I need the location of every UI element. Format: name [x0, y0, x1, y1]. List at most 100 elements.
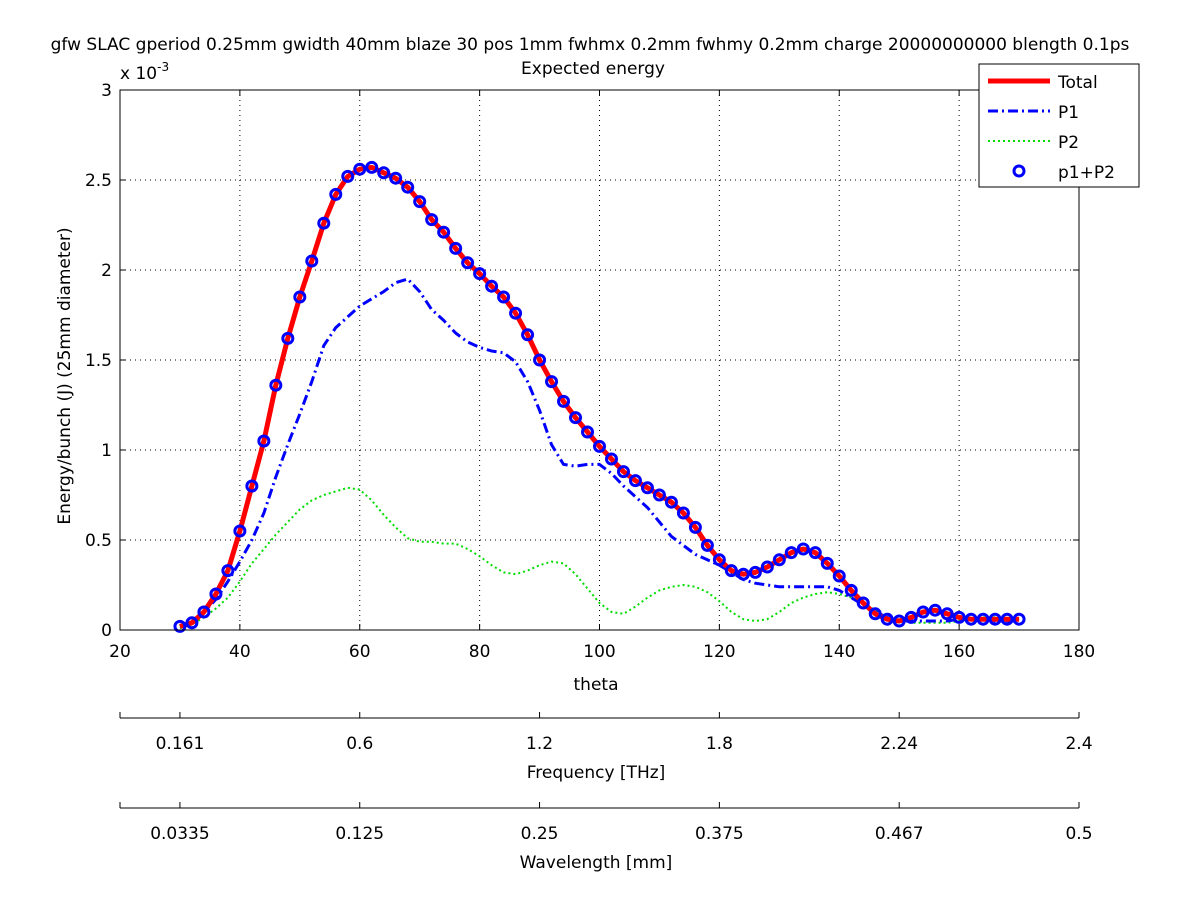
series-layer [173, 160, 1026, 633]
secondary-tick-label: 1.2 [526, 734, 553, 754]
legend-box [978, 63, 1140, 188]
secondary-tick-label: 0.375 [695, 824, 744, 844]
marker-p1-p2 [796, 542, 810, 556]
marker-p1-p2 [329, 187, 343, 201]
secondary-tick-label: 0.0335 [150, 824, 209, 844]
marker-p1-p2 [317, 216, 331, 230]
marker-p1-p2 [1000, 612, 1014, 626]
marker-p1-p2 [868, 607, 882, 621]
marker-p1-p2 [1012, 612, 1026, 626]
marker-p1-p2 [916, 605, 930, 619]
marker-p1-p2 [640, 481, 654, 495]
axes: 20 40 60 80 100 120 140 160 180 0 0.5 1 1.5 2 2.5 3 [85, 81, 1095, 662]
x-tick-label: 60 [349, 642, 371, 662]
legend-label-total: Total [1057, 73, 1098, 93]
marker-p1-p2 [257, 434, 271, 448]
marker-p1-p2 [928, 603, 942, 617]
marker-p1-p2 [197, 605, 211, 619]
marker-p1-p2 [221, 564, 235, 578]
marker-p1-p2 [305, 254, 319, 268]
legend-label-p1p2: p1+P2 [1058, 163, 1115, 183]
x-tick-label: 180 [1063, 642, 1095, 662]
secondary-tick-label: 0.467 [875, 824, 924, 844]
marker-p1-p2 [904, 610, 918, 624]
marker-p1-p2 [952, 610, 966, 624]
marker-p1-p2 [413, 195, 427, 209]
marker-p1-p2 [748, 565, 762, 579]
marker-p1-p2 [688, 520, 702, 534]
y-multiplier-base: x 10 [120, 64, 157, 84]
marker-p1-p2 [664, 495, 678, 509]
y-tick-label: 2.5 [85, 171, 112, 191]
marker-p1-p2 [760, 560, 774, 574]
marker-p1-p2 [964, 612, 978, 626]
marker-p1-p2 [185, 616, 199, 630]
marker-p1-p2 [449, 241, 463, 255]
secondary-tick-label: 0.161 [156, 734, 205, 754]
series-line-p2 [179, 486, 1020, 630]
marker-p1-p2 [389, 171, 403, 185]
secondary-tick-label: 1.8 [706, 734, 733, 754]
marker-p1-p2 [209, 587, 223, 601]
series-line-p1 [179, 277, 1020, 628]
secondary-tick-label: 2.4 [1065, 734, 1092, 754]
marker-p1-p2 [593, 439, 606, 453]
marker-p1-p2 [437, 225, 451, 239]
x-tick-label: 100 [583, 642, 615, 662]
marker-p1-p2 [940, 607, 954, 621]
marker-p1-p2 [293, 290, 307, 304]
marker-p1-p2 [712, 553, 726, 567]
x-tick-label: 120 [703, 642, 735, 662]
y-tick-label: 1.5 [85, 351, 112, 371]
marker-p1-p2 [365, 160, 379, 174]
marker-p1-p2 [569, 411, 583, 425]
marker-p1-p2 [233, 524, 247, 538]
marker-p1-p2 [856, 596, 870, 610]
marker-p1-p2 [616, 465, 630, 479]
marker-p1-p2 [784, 546, 798, 560]
x-axis-label: theta [574, 675, 619, 695]
secondary-tick-label: 0.6 [346, 734, 373, 754]
marker-p1-p2 [700, 538, 714, 552]
marker-p1-p2 [652, 488, 666, 502]
chart-subtitle: Expected energy [521, 59, 665, 79]
marker-p1-p2 [425, 213, 439, 227]
marker-p1-p2 [581, 425, 595, 439]
chart-title: gfw SLAC gperiod 0.25mm gwidth 40mm blaz… [51, 35, 1130, 55]
marker-p1-p2 [988, 612, 1002, 626]
marker-p1-p2 [557, 394, 571, 408]
legend-label-p1: P1 [1058, 103, 1079, 123]
marker-p1-p2 [736, 567, 750, 581]
secondary-tick-label: 0.5 [1065, 824, 1092, 844]
marker-p1-p2 [341, 169, 355, 183]
secondary-axis-label: Wavelength [mm] [520, 853, 673, 873]
y-axis-label: Energy/bunch (J) (25mm diameter) [55, 227, 75, 524]
y-tick-label: 0 [101, 621, 112, 641]
marker-p1-p2 [545, 375, 559, 389]
x-tick-label: 140 [823, 642, 855, 662]
y-tick-label: 3 [101, 81, 112, 101]
marker-p1-p2 [485, 279, 499, 293]
marker-p1-p2 [461, 256, 475, 270]
marker-p1-p2 [353, 162, 367, 176]
marker-p1-p2 [724, 564, 738, 578]
marker-p1-p2 [844, 583, 858, 597]
secondary-tick-label: 0.125 [335, 824, 384, 844]
marker-p1-p2 [772, 553, 786, 567]
y-multiplier-exponent: -3 [157, 60, 169, 74]
marker-p1-p2 [521, 328, 535, 342]
marker-p1-p2 [604, 452, 618, 466]
marker-p1-p2 [281, 331, 295, 345]
x-tick-label: 40 [229, 642, 251, 662]
marker-p1-p2 [509, 306, 523, 320]
marker-p1-p2 [832, 569, 846, 583]
secondary-axis-label: Frequency [THz] [527, 763, 666, 783]
marker-p1-p2 [269, 378, 283, 392]
y-tick-label: 0.5 [85, 531, 112, 551]
secondary-axes: 0.161 0.6 1.2 1.8 2.24 2.4 Frequency [THz] 0.03… [119, 712, 1093, 873]
marker-p1-p2 [628, 474, 642, 488]
marker-p1-p2 [976, 612, 990, 626]
marker-p1-p2 [676, 506, 690, 520]
y-tick-label: 1 [101, 441, 112, 461]
